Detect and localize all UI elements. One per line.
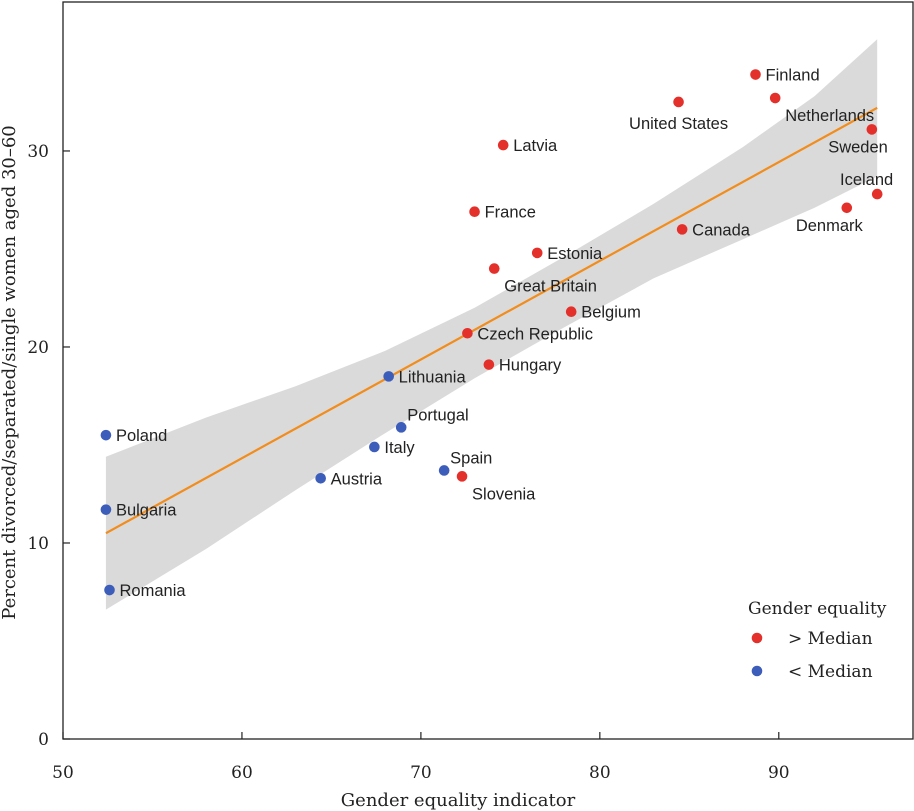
point-labels-layer: Finland Netherlands United States Sweden Lat… [116, 67, 893, 601]
data-point [841, 202, 853, 214]
y-tick-label: 20 [27, 338, 49, 358]
point-label: Romania [120, 582, 187, 600]
y-tick-label: 0 [38, 730, 49, 750]
point-label: Hungary [499, 357, 562, 375]
y-tick-label: 10 [27, 534, 49, 554]
point-label: Great Britain [504, 278, 597, 296]
data-points-layer [100, 69, 883, 596]
point-label: Estonia [547, 245, 603, 263]
x-axis-title: Gender equality indicator [341, 790, 576, 811]
point-label: Sweden [828, 138, 888, 156]
point-label: France [485, 204, 536, 222]
point-label: Belgium [581, 304, 641, 322]
x-tick-label: 60 [231, 763, 253, 783]
point-label: Czech Republic [477, 325, 593, 343]
y-tick-label: 30 [27, 142, 49, 162]
data-point [565, 306, 577, 317]
data-point [456, 471, 468, 482]
point-label: Netherlands [785, 107, 874, 125]
point-label: Denmark [796, 217, 864, 235]
data-point [369, 441, 380, 453]
point-label: Italy [384, 439, 415, 457]
data-point [395, 422, 407, 433]
legend-entries: > Median < Median [751, 629, 873, 682]
point-label: Portugal [407, 406, 468, 424]
x-tick-label: 70 [410, 763, 432, 783]
legend-label: > Median [788, 629, 873, 649]
data-point [769, 92, 781, 104]
point-label: Canada [692, 221, 751, 239]
data-point [531, 247, 543, 259]
legend-title: Gender equality [748, 599, 887, 619]
data-point [104, 584, 115, 596]
y-axis-title: Percent divorced/separated/single women … [0, 125, 20, 619]
confidence-band [105, 39, 878, 610]
data-point [871, 188, 883, 200]
data-point [469, 206, 480, 218]
confidence-band-layer [105, 39, 878, 610]
x-tick-label: 90 [768, 763, 790, 783]
point-label: Lithuania [399, 368, 467, 386]
point-label: Spain [450, 449, 492, 467]
data-point [488, 263, 500, 274]
data-point [866, 124, 878, 135]
x-tick-label: 80 [589, 763, 611, 783]
plot-frame [62, 1, 914, 740]
point-label: Latvia [513, 137, 558, 155]
x-tick-label: 50 [52, 763, 74, 783]
axis-ticks-layer: 50 60 70 80 90 0 10 20 30 [27, 142, 789, 783]
data-point [100, 429, 112, 441]
point-label: Finland [766, 67, 820, 85]
legend-marker [751, 632, 763, 644]
regression-line [105, 106, 878, 535]
point-label: Austria [331, 470, 383, 488]
data-point [462, 327, 473, 339]
data-point [383, 371, 394, 382]
data-point [497, 139, 509, 151]
data-point [673, 96, 684, 108]
data-point [100, 504, 112, 515]
point-label: Slovenia [472, 485, 536, 503]
legend-label: < Median [788, 662, 873, 682]
data-point [750, 69, 761, 80]
fit-line-layer [105, 106, 878, 535]
data-point [676, 224, 688, 235]
point-label: Poland [116, 427, 167, 445]
data-point [483, 359, 495, 370]
legend: Gender equality > Median < Median [748, 599, 887, 682]
legend-marker [751, 665, 763, 677]
data-point [315, 473, 326, 484]
data-point [438, 465, 450, 476]
point-label: United States [629, 115, 728, 133]
point-label: Bulgaria [116, 502, 177, 520]
point-label: Iceland [840, 171, 893, 189]
